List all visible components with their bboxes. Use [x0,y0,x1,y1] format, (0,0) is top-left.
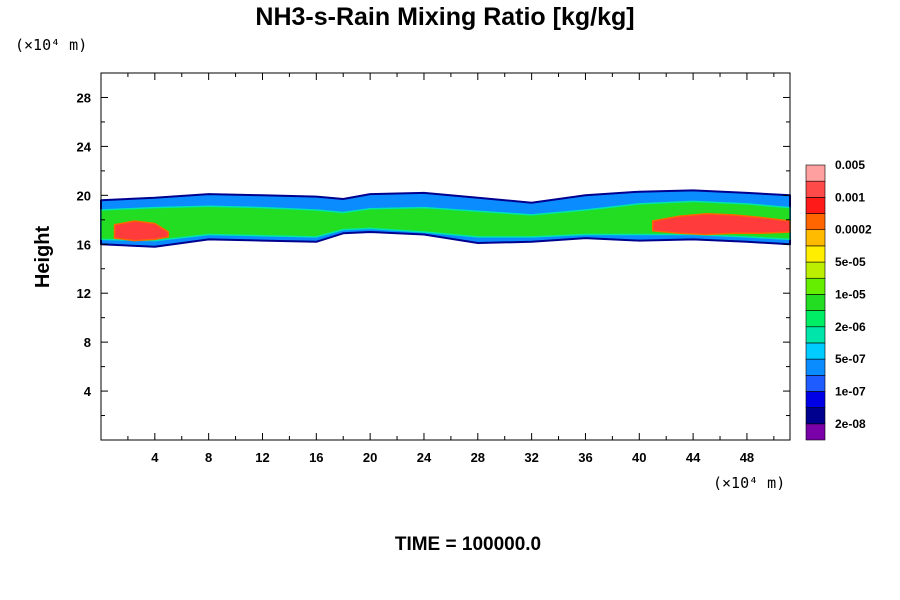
colorbar-label: 0.0002 [835,223,872,237]
y-axis: 4 8 12 16 20 24 28 [77,90,790,417]
y-axis-unit: (×10⁴ m) [15,36,87,54]
colorbar-label: 0.005 [835,158,865,172]
colorbar-swatch [805,164,826,182]
colorbar-label: 1e-07 [835,384,866,398]
colorbar-swatch [805,358,826,376]
plot-background [101,73,790,440]
colorbar-swatch [805,407,826,425]
x-tick-label: 16 [309,450,323,465]
colorbar-swatch [805,213,826,231]
chart-title: NH3-s-Rain Mixing Ratio [kg/kg] [255,3,634,31]
x-tick-label: 36 [578,450,592,465]
colorbar-swatch [805,374,826,392]
x-tick-label: 4 [151,450,159,465]
x-tick-label: 32 [524,450,538,465]
colorbar-swatch [805,229,826,247]
colorbar-label: 5e-07 [835,352,866,366]
colorbar-swatch [805,294,826,311]
plot-area [100,72,791,441]
colorbar-swatch [805,310,826,328]
x-axis: 4 8 12 16 20 24 28 32 36 40 44 48 [127,73,775,465]
colorbar-label: 2e-08 [835,417,866,431]
colorbar-swatch [805,423,826,441]
y-tick-label: 28 [77,90,91,105]
x-tick-label: 28 [471,450,485,465]
colorbar-swatch [805,197,826,214]
time-label: TIME = 100000.0 [395,534,541,555]
colorbar-swatch [805,326,826,344]
colorbar-swatch [805,342,826,360]
colorbar-label: 0.001 [835,190,865,204]
y-tick-label: 24 [77,139,92,154]
y-tick-label: 4 [84,384,92,399]
colorbar-swatch [805,261,826,279]
x-tick-label: 8 [205,450,212,465]
colorbar-swatch [805,245,826,263]
y-axis-label: Height [32,226,54,289]
colorbar: 2e-08 1e-07 5e-07 2e-06 1e-05 5e-05 0.0002 0.00… [805,158,872,441]
y-tick-label: 12 [77,286,91,301]
colorbar-swatch [805,277,826,295]
x-tick-label: 44 [686,450,701,465]
y-tick-label: 8 [84,335,91,350]
x-tick-label: 20 [363,450,377,465]
x-tick-label: 12 [255,450,269,465]
x-tick-label: 48 [740,450,754,465]
colorbar-label: 2e-06 [835,320,866,334]
colorbar-label: 5e-05 [835,255,866,269]
y-tick-label: 20 [77,188,91,203]
x-tick-label: 24 [417,450,432,465]
x-axis-unit: (×10⁴ m) [713,474,785,492]
colorbar-label: 1e-05 [835,287,866,301]
y-tick-label: 16 [77,237,91,252]
field-band [113,220,170,242]
colorbar-swatch [805,391,826,408]
colorbar-swatch [805,180,826,198]
mixing-ratio-field [100,189,791,248]
plot-frame [100,72,791,441]
x-tick-label: 40 [632,450,646,465]
